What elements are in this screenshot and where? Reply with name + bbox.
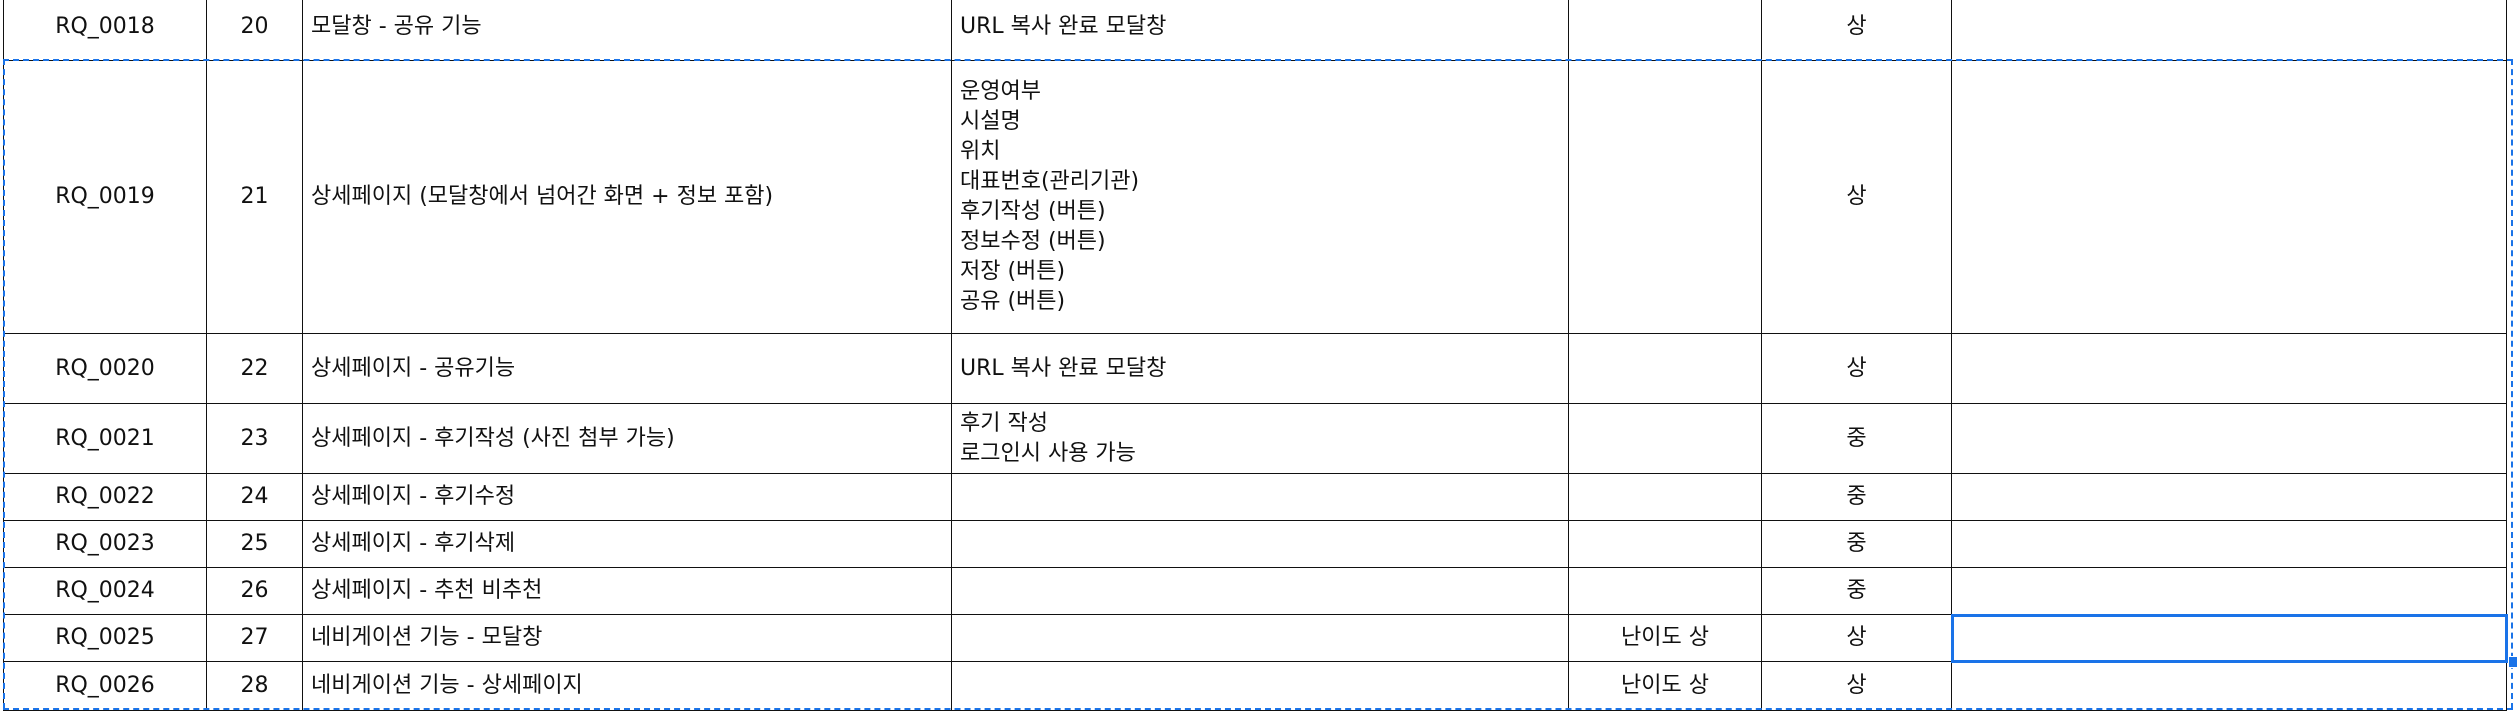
notes-cell[interactable] bbox=[1951, 661, 2507, 711]
notes-cell[interactable] bbox=[1951, 0, 2507, 61]
notes-cell[interactable] bbox=[1951, 567, 2507, 615]
notes-cell[interactable] bbox=[1951, 333, 2507, 404]
notes-cell[interactable] bbox=[1951, 403, 2507, 474]
priority-cell[interactable]: 중 bbox=[1761, 567, 1952, 615]
number-cell[interactable]: 20 bbox=[206, 0, 303, 61]
priority-cell[interactable]: 상 bbox=[1761, 333, 1952, 404]
table-row: RQ_0024 26 상세페이지 - 추천 비추천 중 bbox=[3, 567, 2507, 615]
description-line: 저장 (버튼) bbox=[960, 259, 1066, 284]
description-line: 공유 (버튼) bbox=[960, 289, 1066, 314]
difficulty-cell[interactable] bbox=[1568, 473, 1762, 521]
description-cell[interactable]: URL 복사 완료 모달창 bbox=[951, 0, 1569, 61]
description-cell[interactable] bbox=[951, 661, 1569, 711]
requirement-id-cell[interactable]: RQ_0026 bbox=[3, 661, 207, 711]
requirements-table: RQ_0018 20 모달창 - 공유 기능 URL 복사 완료 모달창 상 RQ_001… bbox=[3, 0, 2508, 711]
feature-cell[interactable]: 네비게이션 기능 - 모달창 bbox=[302, 614, 952, 662]
feature-cell[interactable]: 네비게이션 기능 - 상세페이지 bbox=[302, 661, 952, 711]
description-line: 로그인시 사용 가능 bbox=[960, 440, 1136, 466]
priority-cell[interactable]: 중 bbox=[1761, 473, 1952, 521]
priority-cell[interactable]: 상 bbox=[1761, 614, 1952, 662]
requirement-id-cell[interactable]: RQ_0023 bbox=[3, 520, 207, 568]
feature-cell[interactable]: 상세페이지 - 후기수정 bbox=[302, 473, 952, 521]
feature-cell[interactable]: 상세페이지 (모달창에서 넘어간 화면 + 정보 포함) bbox=[302, 60, 952, 334]
difficulty-cell[interactable] bbox=[1568, 520, 1762, 568]
feature-cell[interactable]: 상세페이지 - 후기작성 (사진 첨부 가능) bbox=[302, 403, 952, 474]
description-line: 시설명 bbox=[960, 109, 1021, 134]
number-cell[interactable]: 23 bbox=[206, 403, 303, 474]
description-cell[interactable] bbox=[951, 520, 1569, 568]
requirement-id-cell[interactable]: RQ_0019 bbox=[3, 60, 207, 334]
priority-cell[interactable]: 중 bbox=[1761, 403, 1952, 474]
selection-range-right bbox=[2511, 59, 2513, 709]
difficulty-cell[interactable] bbox=[1568, 0, 1762, 61]
table-row: RQ_0018 20 모달창 - 공유 기능 URL 복사 완료 모달창 상 bbox=[3, 0, 2507, 61]
notes-cell[interactable] bbox=[1951, 60, 2507, 334]
requirement-id-cell[interactable]: RQ_0018 bbox=[3, 0, 207, 61]
requirement-id-cell[interactable]: RQ_0022 bbox=[3, 473, 207, 521]
requirement-id-cell[interactable]: RQ_0021 bbox=[3, 403, 207, 474]
active-cell[interactable] bbox=[1950, 613, 2508, 663]
number-cell[interactable]: 22 bbox=[206, 333, 303, 404]
description-line: 운영여부 bbox=[960, 79, 1041, 104]
table-row: RQ_0020 22 상세페이지 - 공유기능 URL 복사 완료 모달창 상 bbox=[3, 333, 2507, 404]
description-line: URL 복사 완료 모달창 bbox=[960, 13, 1167, 39]
feature-cell[interactable]: 모달창 - 공유 기능 bbox=[302, 0, 952, 61]
description-line: 위치 bbox=[960, 139, 1001, 164]
selection-range-bottom bbox=[3, 708, 2513, 710]
difficulty-cell[interactable]: 난이도 상 bbox=[1568, 661, 1762, 711]
priority-cell[interactable]: 상 bbox=[1761, 661, 1952, 711]
number-cell[interactable]: 27 bbox=[206, 614, 303, 662]
difficulty-cell[interactable]: 난이도 상 bbox=[1568, 614, 1762, 662]
notes-cell[interactable] bbox=[1951, 473, 2507, 521]
feature-cell[interactable]: 상세페이지 - 공유기능 bbox=[302, 333, 952, 404]
requirement-id-cell[interactable]: RQ_0024 bbox=[3, 567, 207, 615]
selection-range-left bbox=[3, 59, 5, 709]
description-cell[interactable] bbox=[951, 614, 1569, 662]
difficulty-cell[interactable] bbox=[1568, 333, 1762, 404]
table-row: RQ_0019 21 상세페이지 (모달창에서 넘어간 화면 + 정보 포함) 운영여… bbox=[3, 60, 2507, 334]
fill-handle[interactable] bbox=[2508, 656, 2517, 668]
description-cell[interactable]: URL 복사 완료 모달창 bbox=[951, 333, 1569, 404]
table-body: RQ_0018 20 모달창 - 공유 기능 URL 복사 완료 모달창 상 RQ_001… bbox=[3, 0, 2508, 711]
table-row: RQ_0022 24 상세페이지 - 후기수정 중 bbox=[3, 473, 2507, 521]
description-line: URL 복사 완료 모달창 bbox=[960, 355, 1167, 381]
priority-cell[interactable]: 상 bbox=[1761, 0, 1952, 61]
description-line: 대표번호(관리기관) bbox=[960, 169, 1140, 194]
feature-cell[interactable]: 상세페이지 - 추천 비추천 bbox=[302, 567, 952, 615]
priority-cell[interactable]: 중 bbox=[1761, 520, 1952, 568]
number-cell[interactable]: 25 bbox=[206, 520, 303, 568]
difficulty-cell[interactable] bbox=[1568, 60, 1762, 334]
difficulty-cell[interactable] bbox=[1568, 567, 1762, 615]
priority-cell[interactable]: 상 bbox=[1761, 60, 1952, 334]
description-line: 후기작성 (버튼) bbox=[960, 199, 1106, 224]
table-row: RQ_0021 23 상세페이지 - 후기작성 (사진 첨부 가능) 후기 작성 로그인… bbox=[3, 403, 2507, 474]
notes-cell[interactable] bbox=[1951, 520, 2507, 568]
number-cell[interactable]: 28 bbox=[206, 661, 303, 711]
description-line: 정보수정 (버튼) bbox=[960, 229, 1106, 254]
requirement-id-cell[interactable]: RQ_0020 bbox=[3, 333, 207, 404]
number-cell[interactable]: 21 bbox=[206, 60, 303, 334]
number-cell[interactable]: 24 bbox=[206, 473, 303, 521]
requirement-id-cell[interactable]: RQ_0025 bbox=[3, 614, 207, 662]
difficulty-cell[interactable] bbox=[1568, 403, 1762, 474]
description-line: 후기 작성 bbox=[960, 410, 1048, 436]
description-cell[interactable] bbox=[951, 567, 1569, 615]
table-row: RQ_0023 25 상세페이지 - 후기삭제 중 bbox=[3, 520, 2507, 568]
feature-cell[interactable]: 상세페이지 - 후기삭제 bbox=[302, 520, 952, 568]
selection-range-top bbox=[3, 59, 2513, 61]
number-cell[interactable]: 26 bbox=[206, 567, 303, 615]
description-cell[interactable] bbox=[951, 473, 1569, 521]
